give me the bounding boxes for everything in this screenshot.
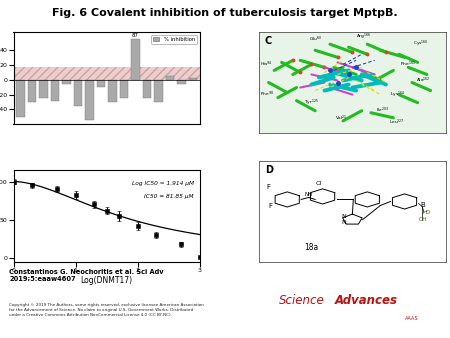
Text: 18a: 18a: [304, 243, 319, 252]
Text: Copyright © 2019 The Authors, some rights reserved, exclusive licensee American : Copyright © 2019 The Authors, some right…: [9, 303, 204, 317]
Text: Log IC50 = 1.914 μM: Log IC50 = 1.914 μM: [132, 181, 194, 186]
Text: D: D: [265, 165, 273, 175]
Text: Phe$^{161}$: Phe$^{161}$: [400, 60, 416, 69]
Text: F: F: [266, 184, 270, 190]
Bar: [177, 80, 186, 83]
Text: Glu$^{60}$: Glu$^{60}$: [309, 34, 322, 44]
Text: N: N: [342, 220, 346, 225]
Text: Val$^{21}$: Val$^{21}$: [335, 114, 347, 123]
Bar: [108, 80, 117, 102]
Bar: [27, 80, 36, 102]
Text: AAAS: AAAS: [405, 316, 418, 321]
Text: Cys$^{160}$: Cys$^{160}$: [414, 39, 429, 49]
X-axis label: Log(DNMT17): Log(DNMT17): [81, 276, 133, 285]
Text: Science: Science: [279, 294, 325, 307]
Text: Phe$^{98}$: Phe$^{98}$: [260, 90, 274, 99]
Text: HO: HO: [423, 210, 431, 215]
Text: C: C: [265, 36, 272, 46]
Text: His$^{94}$: His$^{94}$: [261, 60, 273, 69]
Text: Cl: Cl: [316, 181, 322, 186]
Text: Leu$^{227}$: Leu$^{227}$: [389, 118, 405, 127]
Text: NH: NH: [305, 192, 313, 197]
Bar: [143, 80, 151, 98]
Bar: [97, 80, 105, 87]
Bar: [73, 80, 82, 106]
Bar: [50, 80, 59, 100]
Bar: [39, 80, 48, 98]
Bar: [131, 40, 140, 80]
Text: Constantinos G. Neochoritis et al. Sci Adv
2019;5:eaaw4607: Constantinos G. Neochoritis et al. Sci A…: [9, 269, 164, 282]
Text: IC50 ≈ 81.85 μM: IC50 ≈ 81.85 μM: [144, 194, 194, 199]
Text: OH: OH: [419, 217, 428, 222]
Text: Tyr$^{125}$: Tyr$^{125}$: [304, 98, 319, 108]
Text: B: B: [421, 201, 426, 208]
Bar: [14, 67, 200, 80]
Bar: [166, 76, 174, 80]
Bar: [120, 80, 128, 98]
Bar: [85, 80, 94, 120]
Text: Ile$^{203}$: Ile$^{203}$: [376, 106, 389, 115]
Text: 87: 87: [132, 33, 139, 38]
Text: F: F: [269, 202, 272, 209]
Text: Ala$^{162}$: Ala$^{162}$: [416, 76, 430, 85]
Bar: [16, 80, 25, 117]
Text: Lys$^{164}$: Lys$^{164}$: [390, 90, 405, 100]
Text: N: N: [342, 214, 346, 219]
Bar: [62, 80, 71, 83]
Legend: % inhibition: % inhibition: [151, 35, 197, 44]
Text: Advances: Advances: [335, 294, 398, 307]
Bar: [189, 78, 197, 80]
Text: Arg$^{166}$: Arg$^{166}$: [356, 32, 371, 42]
Bar: [154, 80, 162, 102]
Text: Fig. 6 Covalent inhibition of tuberculosis target MptpB.: Fig. 6 Covalent inhibition of tuberculos…: [52, 8, 398, 19]
